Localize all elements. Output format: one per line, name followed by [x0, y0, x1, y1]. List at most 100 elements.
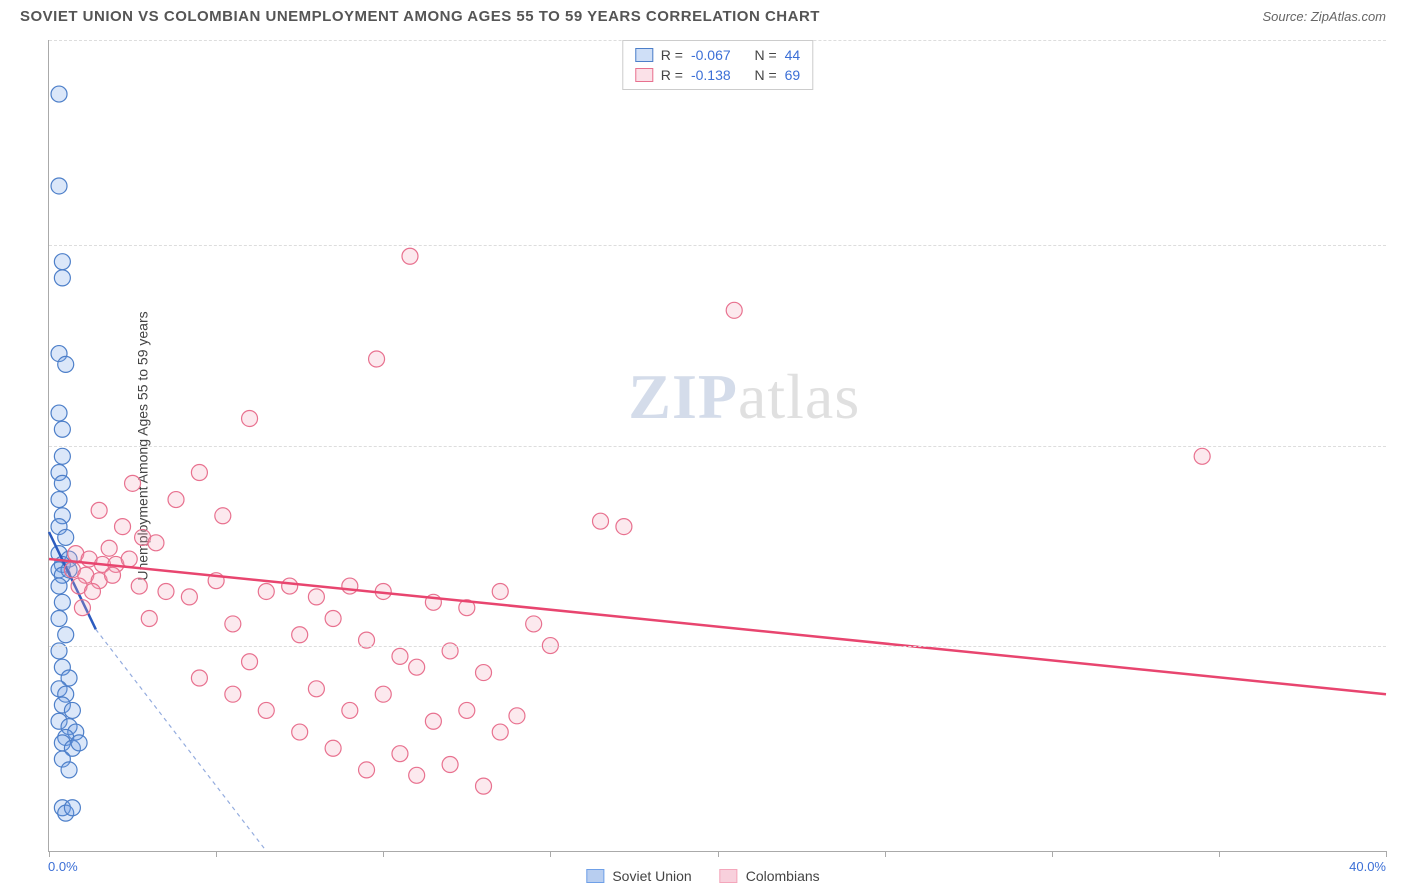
data-point [225, 686, 241, 702]
gridline [49, 245, 1386, 246]
data-point [51, 86, 67, 102]
data-point [402, 248, 418, 264]
stats-n-value-1: 69 [785, 67, 801, 83]
x-tick [1386, 851, 1387, 857]
data-point [54, 254, 70, 270]
data-point [181, 589, 197, 605]
data-point [58, 356, 74, 372]
data-point [74, 600, 90, 616]
data-point [54, 594, 70, 610]
x-tick [885, 851, 886, 857]
data-point [58, 529, 74, 545]
y-tick-label: 11.2% [1391, 238, 1406, 253]
data-point [148, 535, 164, 551]
x-tick [216, 851, 217, 857]
data-point [509, 708, 525, 724]
data-point [242, 654, 258, 670]
data-point [51, 405, 67, 421]
plot-area: ZIPatlas R = -0.067 N = 44 R = -0.138 N … [48, 40, 1386, 852]
data-point [459, 702, 475, 718]
data-point [64, 702, 80, 718]
y-tick-label: 15.0% [1391, 33, 1406, 48]
legend-label-1: Colombians [746, 868, 820, 884]
data-point [84, 583, 100, 599]
data-point [91, 502, 107, 518]
x-tick [383, 851, 384, 857]
data-point [54, 421, 70, 437]
y-tick-label: 7.5% [1391, 438, 1406, 453]
data-point [105, 567, 121, 583]
stats-swatch-1 [635, 68, 653, 82]
data-point [616, 519, 632, 535]
legend-item-0: Soviet Union [586, 868, 691, 884]
data-point [54, 448, 70, 464]
data-point [1194, 448, 1210, 464]
data-point [409, 659, 425, 675]
data-point [726, 302, 742, 318]
data-point [215, 508, 231, 524]
stats-n-label-0: N = [754, 47, 776, 63]
data-point [476, 778, 492, 794]
stats-r-label-0: R = [661, 47, 683, 63]
bottom-legend: Soviet Union Colombians [586, 868, 819, 884]
data-point [225, 616, 241, 632]
trend-line [49, 559, 1386, 694]
data-point [61, 762, 77, 778]
data-point [292, 627, 308, 643]
stats-r-value-1: -0.138 [691, 67, 731, 83]
data-point [191, 670, 207, 686]
data-point [71, 735, 87, 751]
gridline [49, 446, 1386, 447]
data-point [158, 583, 174, 599]
x-tick [1219, 851, 1220, 857]
data-point [242, 410, 258, 426]
data-point [141, 611, 157, 627]
data-point [168, 492, 184, 508]
data-point [58, 627, 74, 643]
x-axis-max-label: 40.0% [1349, 859, 1386, 874]
data-point [325, 740, 341, 756]
legend-swatch-0 [586, 869, 604, 883]
data-point [51, 492, 67, 508]
stats-r-label-1: R = [661, 67, 683, 83]
stats-legend-box: R = -0.067 N = 44 R = -0.138 N = 69 [622, 40, 813, 90]
data-point [115, 519, 131, 535]
data-point [308, 589, 324, 605]
legend-swatch-1 [720, 869, 738, 883]
stats-r-value-0: -0.067 [691, 47, 731, 63]
data-point [64, 800, 80, 816]
x-tick [550, 851, 551, 857]
data-point [325, 611, 341, 627]
trend-line-extension [96, 629, 266, 851]
stats-n-value-0: 44 [785, 47, 801, 63]
data-point [51, 611, 67, 627]
stats-row-0: R = -0.067 N = 44 [635, 45, 800, 65]
data-point [121, 551, 137, 567]
data-point [492, 583, 508, 599]
legend-item-1: Colombians [720, 868, 820, 884]
data-point [425, 713, 441, 729]
data-point [308, 681, 324, 697]
data-point [282, 578, 298, 594]
y-tick-label: 3.8% [1391, 638, 1406, 653]
data-point [292, 724, 308, 740]
legend-label-0: Soviet Union [612, 868, 691, 884]
data-point [526, 616, 542, 632]
data-point [258, 583, 274, 599]
data-point [51, 178, 67, 194]
x-tick [1052, 851, 1053, 857]
data-point [54, 475, 70, 491]
chart-title: SOVIET UNION VS COLOMBIAN UNEMPLOYMENT A… [20, 8, 820, 25]
data-point [54, 270, 70, 286]
data-point [342, 578, 358, 594]
chart-source: Source: ZipAtlas.com [1262, 9, 1386, 24]
data-point [191, 465, 207, 481]
data-point [131, 578, 147, 594]
data-point [375, 686, 391, 702]
x-axis-min-label: 0.0% [48, 859, 78, 874]
data-point [342, 702, 358, 718]
data-point [359, 762, 375, 778]
data-point [258, 702, 274, 718]
data-point [51, 578, 67, 594]
data-point [442, 756, 458, 772]
